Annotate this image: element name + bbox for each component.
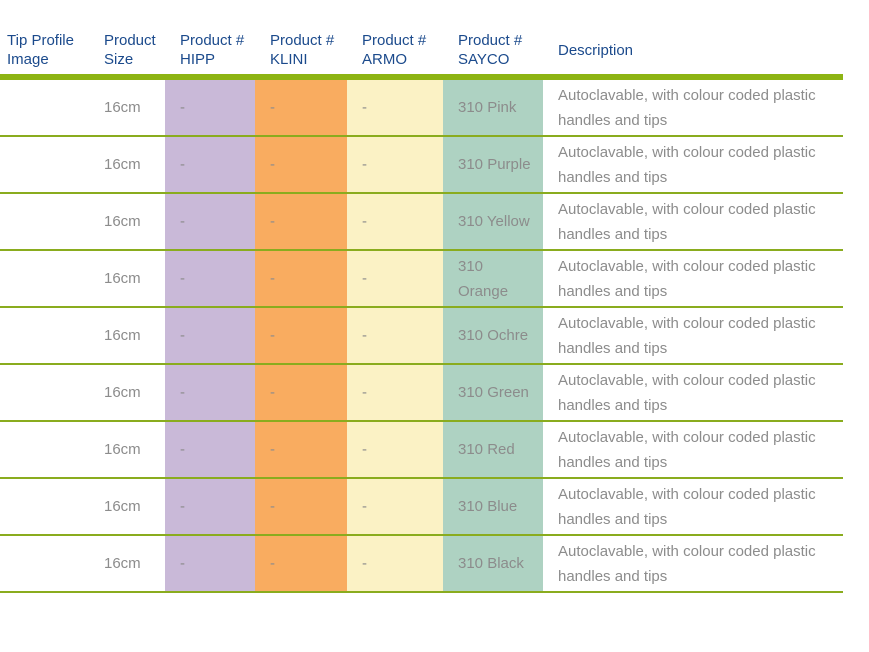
cell-tip-profile-image: [0, 478, 96, 536]
table-row: 16cm - - - 310 Black Autoclavable, with …: [0, 535, 843, 593]
table-row: 16cm - - - 310 Blue Autoclavable, with c…: [0, 478, 843, 536]
cell-product-klini: -: [255, 193, 347, 251]
cell-product-hipp: -: [165, 77, 255, 137]
cell-product-klini: -: [255, 478, 347, 536]
cell-product-sayco: 310 Ochre: [443, 307, 543, 365]
cell-product-klini: -: [255, 421, 347, 479]
cell-product-armo: -: [347, 421, 443, 479]
table-row: 16cm - - - 310 Pink Autoclavable, with c…: [0, 77, 843, 137]
cell-product-armo: -: [347, 535, 443, 593]
cell-tip-profile-image: [0, 364, 96, 422]
cell-product-hipp: -: [165, 136, 255, 194]
cell-tip-profile-image: [0, 193, 96, 251]
table-row: 16cm - - - 310 Red Autoclavable, with co…: [0, 421, 843, 479]
cell-tip-profile-image: [0, 250, 96, 308]
cell-product-size: 16cm: [96, 478, 165, 536]
cell-product-size: 16cm: [96, 535, 165, 593]
cell-product-klini: -: [255, 307, 347, 365]
column-header-description: Description: [543, 28, 843, 80]
cell-product-klini: -: [255, 250, 347, 308]
cell-product-hipp: -: [165, 193, 255, 251]
cell-product-klini: -: [255, 535, 347, 593]
cell-description: Autoclavable, with colour coded plastic …: [543, 535, 843, 593]
column-header-product-sayco: Product # SAYCO: [443, 28, 543, 80]
cell-product-klini: -: [255, 136, 347, 194]
table-row: 16cm - - - 310 Yellow Autoclavable, with…: [0, 193, 843, 251]
cell-product-sayco: 310 Yellow: [443, 193, 543, 251]
cell-product-sayco: 310 Black: [443, 535, 543, 593]
column-header-tip-profile-image: Tip Profile Image: [0, 28, 96, 80]
table-row: 16cm - - - 310 Ochre Autoclavable, with …: [0, 307, 843, 365]
cell-product-armo: -: [347, 193, 443, 251]
cell-product-sayco: 310 Orange: [443, 250, 543, 308]
cell-description: Autoclavable, with colour coded plastic …: [543, 250, 843, 308]
cell-description: Autoclavable, with colour coded plastic …: [543, 478, 843, 536]
cell-product-klini: -: [255, 364, 347, 422]
cell-product-hipp: -: [165, 364, 255, 422]
cell-product-sayco: 310 Green: [443, 364, 543, 422]
cell-product-sayco: 310 Blue: [443, 478, 543, 536]
cell-product-size: 16cm: [96, 364, 165, 422]
cell-product-armo: -: [347, 136, 443, 194]
cell-product-sayco: 310 Purple: [443, 136, 543, 194]
cell-product-size: 16cm: [96, 136, 165, 194]
cell-product-armo: -: [347, 478, 443, 536]
cell-product-size: 16cm: [96, 250, 165, 308]
cell-product-armo: -: [347, 307, 443, 365]
cell-product-armo: -: [347, 364, 443, 422]
cell-tip-profile-image: [0, 421, 96, 479]
cell-product-size: 16cm: [96, 77, 165, 137]
cell-product-armo: -: [347, 77, 443, 137]
column-header-product-klini: Product # KLINI: [255, 28, 347, 80]
column-header-product-armo: Product # ARMO: [347, 28, 443, 80]
table-body: 16cm - - - 310 Pink Autoclavable, with c…: [0, 77, 843, 593]
table-row: 16cm - - - 310 Orange Autoclavable, with…: [0, 250, 843, 308]
cell-product-size: 16cm: [96, 421, 165, 479]
cell-product-sayco: 310 Red: [443, 421, 543, 479]
cell-tip-profile-image: [0, 535, 96, 593]
column-header-product-hipp: Product # HIPP: [165, 28, 255, 80]
cell-tip-profile-image: [0, 307, 96, 365]
cell-product-hipp: -: [165, 307, 255, 365]
cell-description: Autoclavable, with colour coded plastic …: [543, 421, 843, 479]
product-table: Tip Profile Image Product Size Product #…: [0, 28, 843, 593]
table-header-row: Tip Profile Image Product Size Product #…: [0, 28, 843, 80]
cell-description: Autoclavable, with colour coded plastic …: [543, 307, 843, 365]
column-header-product-size: Product Size: [96, 28, 165, 80]
cell-description: Autoclavable, with colour coded plastic …: [543, 136, 843, 194]
cell-product-size: 16cm: [96, 307, 165, 365]
table-row: 16cm - - - 310 Green Autoclavable, with …: [0, 364, 843, 422]
cell-description: Autoclavable, with colour coded plastic …: [543, 193, 843, 251]
cell-product-sayco: 310 Pink: [443, 77, 543, 137]
product-table-section: Tip Profile Image Product Size Product #…: [0, 28, 843, 593]
table-row: 16cm - - - 310 Purple Autoclavable, with…: [0, 136, 843, 194]
cell-description: Autoclavable, with colour coded plastic …: [543, 77, 843, 137]
cell-product-hipp: -: [165, 535, 255, 593]
cell-product-hipp: -: [165, 250, 255, 308]
cell-product-size: 16cm: [96, 193, 165, 251]
cell-tip-profile-image: [0, 136, 96, 194]
cell-product-armo: -: [347, 250, 443, 308]
cell-product-hipp: -: [165, 421, 255, 479]
cell-description: Autoclavable, with colour coded plastic …: [543, 364, 843, 422]
cell-product-klini: -: [255, 77, 347, 137]
cell-tip-profile-image: [0, 77, 96, 137]
cell-product-hipp: -: [165, 478, 255, 536]
